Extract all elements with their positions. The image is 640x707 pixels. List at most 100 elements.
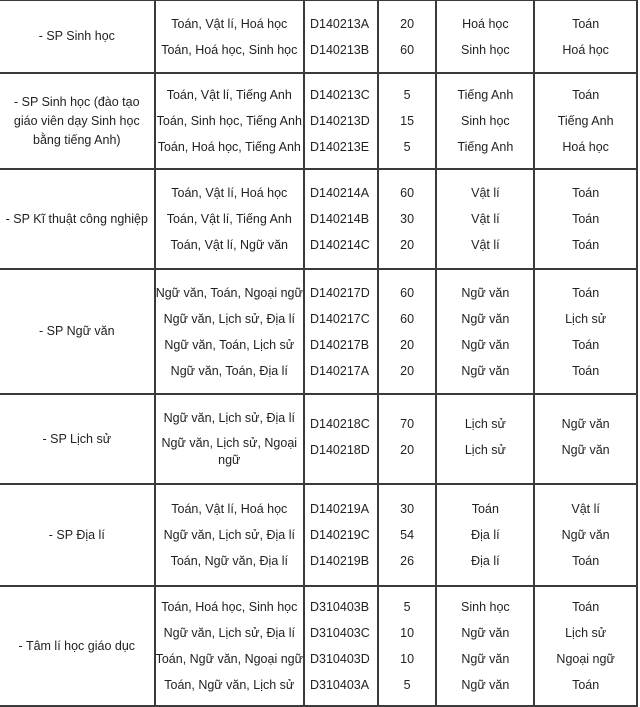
quota-text: 20 (400, 238, 415, 252)
subject2-text: Toán (572, 363, 600, 378)
subject2-text: Vật lí (571, 502, 600, 516)
subject1-text: Lịch sử (464, 417, 506, 431)
subject1-text: Toán (471, 502, 499, 516)
subject1-text: Vật lí (471, 238, 500, 252)
table-row: - SP Sinh học (đào tạo giáo viên dạy Sin… (0, 72, 638, 170)
code-text: D140214B (309, 212, 370, 226)
combo-text: Toán, Ngữ văn, Địa lí (170, 554, 289, 568)
subject1-cell: Lịch sử Lịch sử (435, 393, 536, 485)
quota-text: 60 (400, 42, 415, 57)
quota-cell: 70 20 (376, 393, 438, 485)
code-text: D140217A (309, 363, 370, 378)
subject2-cell: Toán Toán Toán (533, 168, 638, 270)
subject1-text: Sinh học (461, 114, 510, 128)
combo-text: Ngữ văn, Lịch sử, Địa lí (163, 411, 295, 425)
code-text: D140217D (309, 285, 370, 300)
subject2-text: Toán (572, 186, 600, 200)
subject2-text: Ngữ văn (561, 417, 610, 431)
combo-cell: Toán, Vật lí, Hoá học Ngữ văn, Lịch sử, Đ… (153, 483, 305, 587)
subject2-text: Toán (572, 238, 600, 252)
combo-text: Toán, Vật lí, Ngữ văn (170, 238, 289, 252)
subject2-text: Ngoại ngữ (556, 652, 615, 666)
subject2-text: Toán (572, 337, 600, 352)
combo-text: Ngữ văn, Lịch sử, Địa lí (163, 626, 295, 640)
subject2-text: Toán (572, 88, 600, 102)
code-text: D140217B (309, 337, 370, 352)
code-cell: D140218C D140218D (302, 393, 379, 485)
subject1-text: Hoá học (462, 16, 509, 31)
subject1-text: Tiếng Anh (457, 88, 514, 102)
subject2-cell: Toán Tiếng Anh Hoá học (533, 72, 638, 170)
subject2-text: Lịch sử (565, 626, 607, 640)
code-text: D140213E (309, 140, 370, 154)
subject1-cell: Tiếng Anh Sinh học Tiếng Anh (435, 72, 536, 170)
subject2-text: Toán (572, 600, 600, 614)
combo-text: Ngữ văn, Toán, Lịch sử (164, 337, 295, 352)
subject1-text: Ngữ văn (461, 311, 510, 326)
quota-text: 5 (403, 600, 411, 614)
subject1-cell: Hoá học Sinh học (435, 0, 536, 74)
subject1-text: Lịch sử (464, 443, 506, 457)
program-name: - Tâm lí học giáo dục (0, 585, 156, 707)
subject1-text: Ngữ văn (461, 678, 510, 692)
subject2-text: Lịch sử (565, 311, 607, 326)
subject2-cell: Toán Hoá học (533, 0, 638, 74)
subject2-text: Hoá học (562, 140, 609, 154)
quota-text: 20 (400, 363, 415, 378)
code-cell: D140213A D140213B (302, 0, 379, 74)
combo-text: Toán, Vật lí, Hoá học (171, 502, 288, 516)
table-row: - Tâm lí học giáo dục Toán, Hoá học, Sinh… (0, 585, 638, 707)
program-name: - SP Sinh học (đào tạo giáo viên dạy Sin… (0, 72, 156, 170)
quota-text: 20 (400, 337, 415, 352)
table-row: - SP Lịch sử Ngữ văn, Lịch sử, Địa lí Ngữ … (0, 393, 638, 485)
subject1-text: Vật lí (471, 186, 500, 200)
code-text: D310403D (309, 652, 370, 666)
table-row: - SP Kĩ thuật công nghiệp Toán, Vật lí, H… (0, 168, 638, 270)
code-text: D140219B (309, 554, 370, 568)
combo-cell: Toán, Vật lí, Tiếng Anh Toán, Sinh học, T… (153, 72, 305, 170)
subject2-text: Toán (572, 554, 600, 568)
subject1-cell: Toán Địa lí Địa lí (435, 483, 536, 587)
code-text: D140218D (309, 443, 370, 457)
code-text: D140213A (309, 16, 370, 31)
program-name: - SP Sinh học (0, 0, 156, 74)
quota-text: 10 (400, 626, 415, 640)
subject2-text: Ngữ văn (561, 528, 610, 542)
combo-text: Ngữ văn, Toán, Ngoại ngữ (155, 285, 303, 300)
table-row: - SP Địa lí Toán, Vật lí, Hoá học Ngữ văn,… (0, 483, 638, 587)
subject2-text: Toán (572, 678, 600, 692)
combo-cell: Toán, Hoá học, Sinh học Ngữ văn, Lịch sử,… (153, 585, 305, 707)
code-text: D310403B (309, 600, 370, 614)
code-cell: D140217D D140217C D140217B D140217A (302, 268, 379, 395)
quota-text: 5 (403, 678, 411, 692)
combo-text: Toán, Hoá học, Sinh học (161, 600, 298, 614)
combo-text: Ngữ văn, Lịch sử, Địa lí (163, 311, 295, 326)
subject2-cell: Toán Lịch sử Toán Toán (533, 268, 638, 395)
subject1-cell: Ngữ văn Ngữ văn Ngữ văn Ngữ văn (435, 268, 536, 395)
code-text: D140219C (309, 528, 370, 542)
table-row: - SP Sinh học Toán, Vật lí, Hoá học Toán, … (0, 0, 638, 74)
subject1-text: Ngữ văn (461, 285, 510, 300)
table-row: - SP Ngữ văn Ngữ văn, Toán, Ngoại ngữ Ngữ … (0, 268, 638, 395)
program-name: - SP Địa lí (0, 483, 156, 587)
subject2-cell: Vật lí Ngữ văn Toán (533, 483, 638, 587)
quota-text: 26 (400, 554, 415, 568)
code-cell: D310403B D310403C D310403D D310403A (302, 585, 379, 707)
combo-cell: Ngữ văn, Lịch sử, Địa lí Ngữ văn, Lịch sử… (153, 393, 305, 485)
combo-cell: Ngữ văn, Toán, Ngoại ngữ Ngữ văn, Lịch sử… (153, 268, 305, 395)
combo-text: Ngữ văn, Toán, Địa lí (170, 363, 288, 378)
code-text: D310403C (309, 626, 370, 640)
quota-cell: 5 10 10 5 (376, 585, 438, 707)
combo-text: Toán, Vật lí, Tiếng Anh (166, 88, 292, 102)
quota-text: 60 (400, 186, 415, 200)
combo-text: Toán, Vật lí, Hoá học (171, 186, 288, 200)
combo-text: Toán, Sinh học, Tiếng Anh (156, 114, 302, 128)
combo-text: Toán, Hoá học, Sinh học (161, 42, 298, 57)
quota-text: 30 (400, 212, 415, 226)
code-text: D310403A (309, 678, 370, 692)
subject1-text: Sinh học (461, 600, 510, 614)
quota-text: 15 (400, 114, 415, 128)
subject2-cell: Ngữ văn Ngữ văn (533, 393, 638, 485)
code-text: D140213D (309, 114, 370, 128)
